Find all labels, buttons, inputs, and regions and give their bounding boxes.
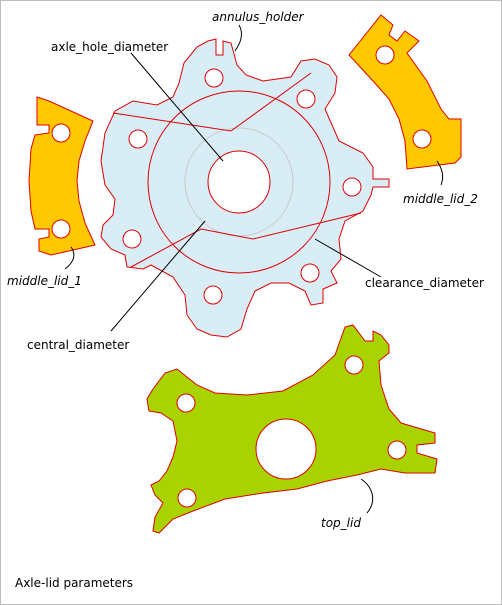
annulus-hole-7 — [128, 129, 148, 149]
leader-middle-lid-1 — [64, 246, 75, 270]
middle-lid-2-part — [348, 14, 462, 170]
leader-top-lid — [360, 478, 374, 514]
clearance-circle — [147, 90, 331, 274]
label-central-diameter: central_diameter — [27, 338, 129, 352]
top-lid-hole-right-top — [344, 355, 364, 375]
annulus-construction-line-lower — [130, 212, 362, 268]
middle-lid-1-part — [28, 96, 96, 256]
middle-lid-2-hole-bottom — [412, 129, 432, 149]
top-lid-center-hole — [255, 418, 317, 480]
leader-axle-hole-diameter — [130, 52, 224, 162]
leader-central-diameter — [110, 220, 206, 332]
label-top-lid: top_lid — [321, 516, 361, 530]
diagram-caption: Axle-lid parameters — [15, 576, 134, 590]
middle-lid-1-body — [28, 96, 96, 256]
middle-lid-1-hole-top — [51, 123, 71, 143]
top-lid-hole-left-bottom — [177, 488, 197, 508]
annulus-holder-part — [100, 38, 390, 338]
label-middle-lid-2: middle_lid_2 — [403, 192, 478, 206]
label-axle-hole-diameter: axle_hole_diameter — [51, 40, 168, 54]
label-annulus-holder: annulus_holder — [212, 10, 305, 24]
leader-clearance-diameter — [314, 238, 382, 278]
top-lid-hole-left-top — [176, 393, 196, 413]
middle-lid-2-body — [348, 14, 462, 170]
top-lid-hole-right-bottom — [387, 440, 407, 460]
annulus-hole-6 — [122, 229, 142, 249]
annulus-hole-5 — [203, 285, 223, 305]
annulus-construction-line-upper — [112, 72, 312, 132]
top-lid-part — [146, 324, 438, 534]
leader-annulus-holder — [234, 24, 242, 52]
middle-lid-1-hole-bottom — [51, 219, 71, 239]
axle-hole — [207, 150, 271, 214]
annulus-hole-4 — [300, 263, 320, 283]
annulus-hole-2 — [296, 89, 316, 109]
leader-middle-lid-2 — [436, 160, 444, 186]
label-middle-lid-1: middle_lid_1 — [7, 274, 82, 288]
annulus-hole-1 — [204, 68, 224, 88]
middle-lid-2-hole-top — [375, 45, 395, 65]
label-clearance-diameter: clearance_diameter — [365, 276, 484, 290]
annulus-hole-3 — [342, 177, 362, 197]
